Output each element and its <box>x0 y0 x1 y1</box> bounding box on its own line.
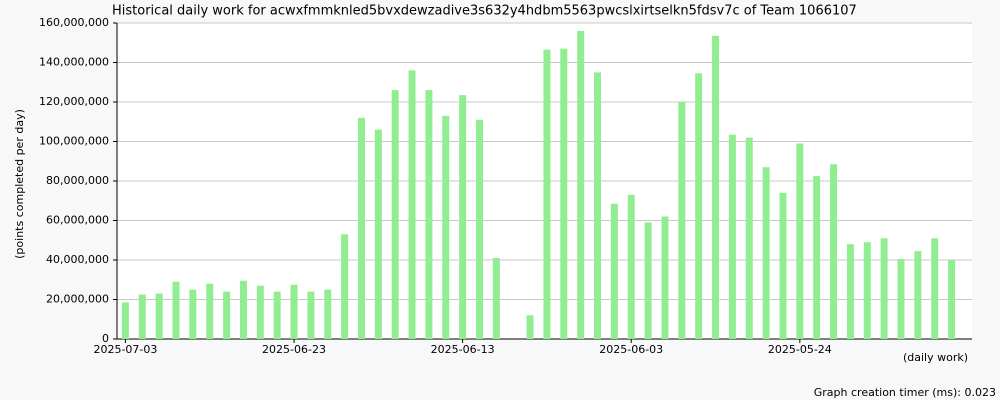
bar <box>526 315 534 339</box>
footer: Graph creation timer (ms): 0.023 <box>814 386 996 399</box>
bar <box>223 291 231 339</box>
y-tick-label: 20,000,000 <box>46 293 109 306</box>
bar <box>678 102 686 339</box>
bar <box>442 115 450 339</box>
chart-title: Historical daily work for acwxfmmknled5b… <box>112 4 857 19</box>
bar <box>728 134 736 339</box>
x-tick-label: 2025-07-03 <box>93 343 157 356</box>
bar <box>492 258 500 339</box>
bar <box>307 291 315 339</box>
bar <box>408 70 416 340</box>
bar <box>846 244 854 339</box>
bar <box>577 30 585 340</box>
bar <box>273 291 281 339</box>
y-axis-label: (points completed per day) <box>13 109 26 259</box>
bar <box>172 281 180 339</box>
bar <box>661 216 669 339</box>
bar <box>121 302 129 339</box>
x-tick-label: 2025-06-23 <box>262 343 326 356</box>
x-tick-label: 2025-05-24 <box>768 343 832 356</box>
bar <box>374 129 382 339</box>
bar <box>695 73 703 340</box>
bar <box>357 117 365 339</box>
y-tick-label: 100,000,000 <box>39 135 109 148</box>
y-tick-label: 60,000,000 <box>46 214 109 227</box>
bar <box>948 260 956 339</box>
bar <box>863 242 871 339</box>
x-axis-label: (daily work) <box>903 351 968 364</box>
bar <box>644 222 652 339</box>
bar <box>560 48 568 340</box>
y-tick-label: 140,000,000 <box>39 56 109 69</box>
bar <box>155 293 163 339</box>
bar <box>880 238 888 339</box>
bar <box>324 289 332 339</box>
bar <box>627 194 635 339</box>
bar <box>459 95 467 340</box>
bar <box>341 234 349 339</box>
bar <box>745 137 753 339</box>
y-tick-label: 40,000,000 <box>46 253 109 266</box>
y-tick-label: 120,000,000 <box>39 95 109 108</box>
bar <box>256 285 264 339</box>
bar <box>830 164 838 339</box>
x-tick-label: 2025-06-13 <box>431 343 495 356</box>
bar <box>762 167 770 339</box>
bar <box>897 259 905 339</box>
bar <box>189 289 197 339</box>
y-tick-label: 0 <box>102 332 109 345</box>
bar <box>813 176 821 339</box>
bar <box>425 90 433 340</box>
bar <box>206 283 214 339</box>
bar <box>610 203 618 339</box>
bar <box>239 280 247 339</box>
bar <box>594 72 602 339</box>
y-tick-label: 80,000,000 <box>46 174 109 187</box>
bar <box>931 238 939 339</box>
x-tick-label: 2025-06-03 <box>599 343 663 356</box>
bar <box>779 192 787 339</box>
bar <box>796 143 804 339</box>
bar <box>543 49 551 339</box>
bar <box>712 35 720 340</box>
bar <box>475 119 483 340</box>
bar <box>914 251 922 339</box>
bar <box>138 294 146 339</box>
bar <box>391 90 399 340</box>
y-tick-label: 160,000,000 <box>39 16 109 29</box>
bar <box>290 284 298 339</box>
